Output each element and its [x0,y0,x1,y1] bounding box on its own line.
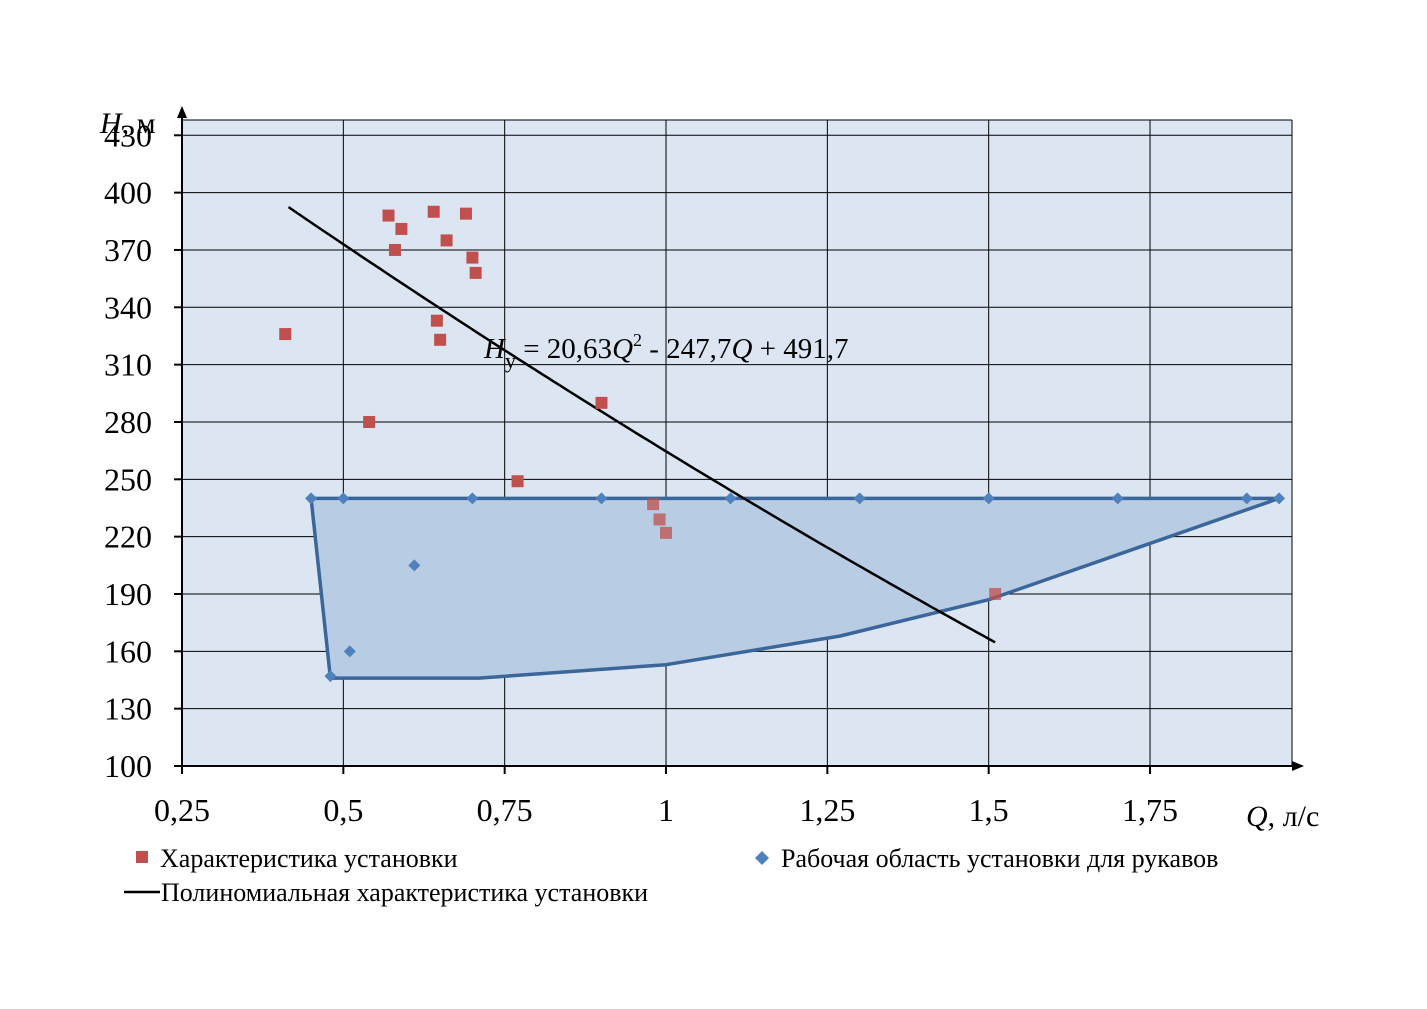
y-tick-label: 340 [104,289,152,325]
work-region-point [1240,492,1253,505]
installation-point [388,243,401,256]
installation-point [395,222,408,235]
legend-square-marker [136,851,148,863]
installation-point [647,498,660,511]
installation-point [511,475,524,488]
work-region-point [305,492,318,505]
y-axis-title: H, м [99,107,156,140]
y-tick-label: 280 [104,404,152,440]
x-axis-title: Q, л/с [1246,800,1319,833]
work-region-point [343,645,356,658]
installation-point [440,234,453,247]
work-region-point [337,492,350,505]
eq-sub: у [505,348,516,373]
x-axis-arrow [1292,761,1304,771]
installation-point [989,587,1002,600]
installation-point [434,333,447,346]
polynomial-curve [287,205,996,644]
equation-annotation: Hу = 20,63Q2 - 247,7Q + 491,7 [483,330,849,373]
legend-label-work-region: Рабочая область установки для рукавов [781,844,1218,873]
eq-q2: Q [731,333,752,365]
installation-points [279,205,1002,600]
x-tick-label: 1,5 [969,792,1009,828]
installation-point [279,328,292,341]
installation-point [653,513,666,526]
x-tick-label: 1,25 [799,792,855,828]
legend-label-installation: Характеристика установки [160,844,458,873]
installation-point [427,205,440,218]
axis-ticks [174,134,1152,774]
y-tick-label: 430 [104,117,152,153]
y-tick-label: 160 [104,633,152,669]
legend-label-polynomial: Полиномиальная характеристика установки [161,878,648,907]
axes [177,106,1304,771]
y-axis-unit: , м [122,107,156,140]
work-region-point [853,492,866,505]
installation-point [466,251,479,264]
work-region-area [309,496,1281,680]
work-region-point [724,492,737,505]
y-tick-label: 370 [104,232,152,268]
installation-point [595,396,608,409]
installation-point [382,209,395,222]
y-tick-label: 130 [104,691,152,727]
y-tick-label: 220 [104,519,152,555]
work-region-point [595,492,608,505]
legend-diamond-marker [755,851,769,865]
installation-point [363,415,376,428]
x-tick-label: 1 [658,792,674,828]
eq-sup: 2 [633,330,642,350]
installation-point [459,207,472,220]
work-region-point [1273,492,1286,505]
y-axis-var: H [99,107,124,140]
installation-point [430,314,443,327]
x-axis-var: Q [1246,800,1268,833]
work-region-point [324,670,337,683]
y-tick-label: 310 [104,347,152,383]
installation-point [660,526,673,539]
eq-q1: Q [612,333,633,365]
eq-part3: + 491,7 [752,333,848,365]
y-tick-label: 250 [104,461,152,497]
eq-part2: - 247,7 [642,333,731,365]
x-tick-label: 0,25 [154,792,210,828]
work-region-point [408,559,421,572]
legend: Характеристика установки Рабочая область… [124,844,1218,907]
work-region-point [982,492,995,505]
x-tick-label: 0,5 [323,792,363,828]
y-tick-label: 190 [104,576,152,612]
work-region-points [305,492,1286,683]
eq-h: H [483,333,507,365]
work-region-point [1111,492,1124,505]
y-tick-label: 100 [104,748,152,784]
tick-labels: 100 130 160 190 220 250 280 310 340 370 400 430 0,25… [104,117,1178,828]
installation-point [469,266,482,279]
y-axis-arrow [177,106,187,118]
y-tick-label: 400 [104,175,152,211]
x-axis-unit: , л/с [1268,800,1320,833]
work-region-point [466,492,479,505]
x-tick-label: 0,75 [477,792,533,828]
x-tick-label: 1,75 [1122,792,1178,828]
eq-part1: = 20,63 [516,333,612,365]
